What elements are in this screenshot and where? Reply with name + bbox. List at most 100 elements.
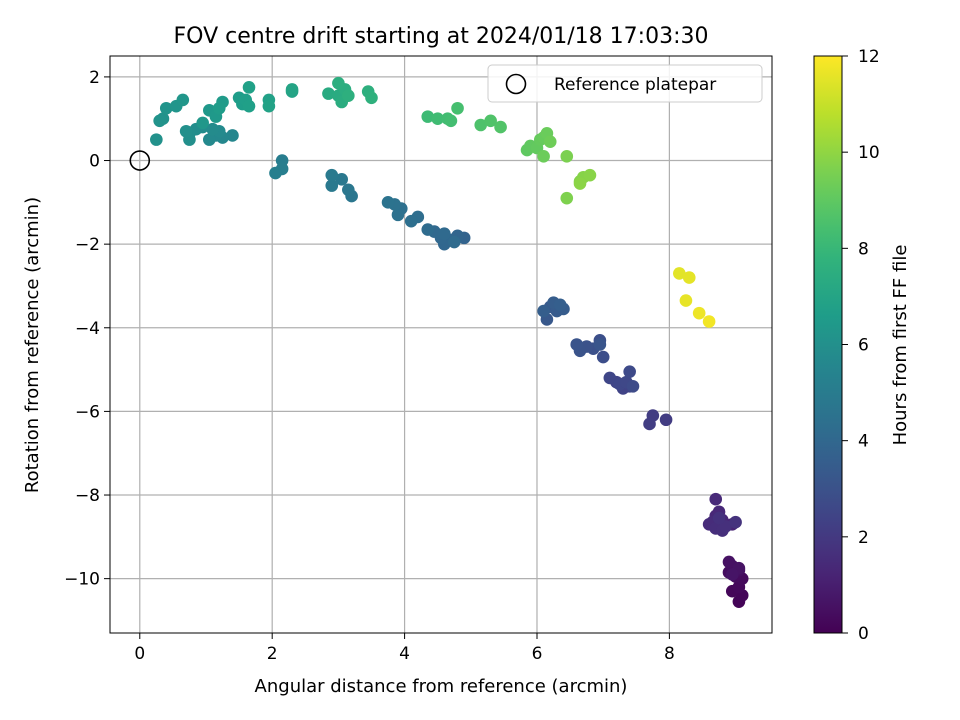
data-point [325, 179, 339, 192]
data-point [242, 99, 256, 113]
data-point [583, 168, 597, 182]
colorbar-tick-label: 8 [858, 239, 869, 259]
data-point [553, 298, 567, 312]
colorbar-tick-label: 10 [858, 143, 880, 163]
data-point [159, 101, 173, 115]
data-point [593, 338, 607, 351]
chart-title: FOV centre drift starting at 2024/01/18 … [174, 24, 709, 49]
data-point [484, 114, 497, 128]
data-point [203, 133, 216, 146]
data-point [153, 114, 166, 128]
data-point [537, 150, 550, 163]
plot-frame [109, 55, 773, 634]
y-tick-label: 2 [89, 68, 100, 88]
data-point [451, 101, 464, 115]
data-point [335, 173, 349, 186]
colorbar-tick-label: 2 [858, 528, 869, 548]
data-point [381, 196, 395, 209]
data-point [570, 338, 584, 351]
x-tick-label: 4 [399, 644, 410, 664]
data-point [560, 191, 574, 205]
data-point [404, 214, 418, 228]
data-point [712, 511, 726, 525]
data-point [196, 116, 209, 130]
colorbar-tick-label: 12 [858, 47, 880, 67]
data-point [722, 555, 736, 569]
data-point [444, 114, 458, 128]
y-tick-label: −10 [64, 570, 100, 590]
data-point [709, 492, 723, 506]
data-point [421, 110, 435, 123]
data-point [179, 124, 193, 138]
data-point [474, 118, 488, 132]
data-point [438, 227, 451, 240]
legend-marker [505, 73, 527, 95]
legend-box [487, 64, 763, 103]
data-point [176, 93, 190, 107]
data-point [391, 208, 405, 222]
colorbar-tick-label: 6 [858, 336, 869, 356]
legend: Reference platepar [487, 64, 763, 103]
legend-label: Reference platepar [554, 75, 716, 95]
y-axis-label: Rotation from reference (arcmin) [22, 197, 43, 493]
data-point [226, 129, 239, 142]
data-point [322, 87, 335, 100]
data-point [431, 112, 444, 126]
data-point [206, 122, 219, 136]
x-tick-label: 8 [664, 644, 675, 664]
reference-marker [129, 150, 151, 171]
data-point [603, 371, 617, 385]
data-point [725, 568, 739, 581]
x-tick-label: 6 [532, 644, 543, 664]
colorbar-tick-label: 0 [858, 624, 869, 644]
data-point [447, 235, 461, 249]
x-axis-ticks: 0 2 4 6 8 [134, 633, 675, 664]
data-point [702, 315, 716, 328]
data-point [342, 183, 355, 197]
colorbar-label: Hours from first FF file [890, 245, 911, 446]
x-tick-label: 0 [134, 644, 145, 664]
data-point [673, 267, 686, 280]
data-point [269, 166, 282, 180]
y-tick-label: 0 [89, 152, 100, 172]
data-point [573, 177, 587, 190]
data-point [729, 515, 742, 529]
y-tick-label: −6 [75, 402, 100, 422]
data-point [560, 150, 574, 163]
x-axis-label: Angular distance from reference (arcmin) [255, 676, 628, 697]
data-point [325, 168, 339, 182]
data-point [682, 271, 696, 284]
data-point [212, 101, 226, 115]
grid [110, 56, 772, 633]
data-point [692, 306, 706, 320]
data-point [285, 83, 299, 96]
data-point [421, 223, 435, 236]
data-point [365, 91, 378, 105]
data-point [543, 135, 557, 149]
colorbar-ticks: 0 2 4 6 8 10 12 [842, 47, 880, 644]
data-point [494, 120, 507, 134]
data-point [242, 81, 256, 94]
plot-background [110, 56, 772, 633]
data-point [150, 133, 163, 146]
data-point [332, 76, 345, 90]
colorbar: 0 2 4 6 8 10 12 Hours from first FF file [813, 47, 911, 644]
colorbar-gradient [814, 56, 842, 633]
data-point [623, 365, 636, 378]
data-point [626, 380, 640, 393]
plot-area [109, 55, 773, 634]
y-tick-label: −8 [75, 486, 100, 506]
data-point [596, 350, 610, 364]
y-tick-label: −4 [75, 319, 100, 339]
data-point [342, 89, 355, 103]
data-point [659, 413, 673, 427]
colorbar-tick-label: 4 [858, 432, 869, 452]
data-point [537, 304, 550, 318]
scatter-points [150, 76, 749, 608]
data-point [679, 294, 693, 307]
data-point [262, 99, 276, 113]
x-tick-label: 2 [267, 644, 278, 664]
y-tick-label: −2 [75, 235, 100, 255]
y-axis-ticks: 2 0 −2 −4 −6 −8 −10 [64, 68, 110, 590]
